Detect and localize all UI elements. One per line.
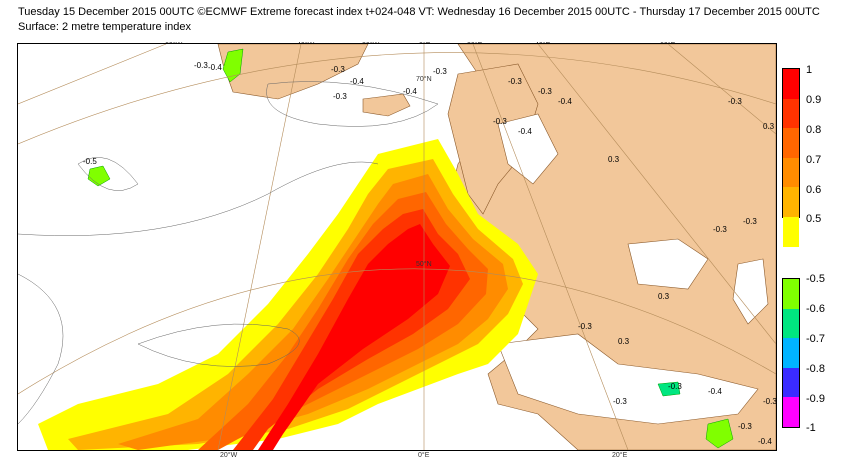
cb-neg-label-1: -1 [806,422,816,434]
cbneg-swatch-0 [783,279,799,309]
contour-label: -0.3 [433,67,447,76]
scandinavia-land [447,63,539,215]
cbpos-swatch-3 [783,157,799,188]
efi-neg-greenland [222,48,244,83]
cb-pos-label-0.6: 0.6 [806,184,822,196]
contour-label: -0.3 [333,92,347,101]
contour-label: -0.3 [713,225,727,234]
contour-label: -0.4 [758,437,772,446]
cb-neg-label-0.8: -0.8 [806,363,825,375]
isolines [18,81,439,425]
lon-label-bottom-20e: 20°E [612,452,628,459]
map-canvas: -0.3 -0.4 -0.3 -0.4 -0.3 -0.5 -0.3 -0.4 -0.3 -0.3… [17,43,777,451]
inner-label-50n: 50°N [416,261,432,268]
cbpos-swatch-1 [783,98,799,129]
cbpos-swatch-2 [783,128,799,158]
title-line-1: Tuesday 15 December 2015 00UTC ©ECMWF Ex… [18,6,820,18]
contour-label: -0.3 [668,382,682,391]
cbneg-swatch-3 [783,367,799,398]
cb-pos-label-0.8: 0.8 [806,124,822,136]
contour-label: -0.3 [538,87,552,96]
contour-label: 0.3 [658,292,670,301]
contour-label: -0.4 [518,127,532,136]
mediterranean-sea [497,333,759,425]
cbneg-swatch-2 [783,338,799,368]
contour-label: -0.3 [738,422,752,431]
contour-label: 0.3 [608,155,620,164]
cbpos-swatch-4 [783,187,799,217]
colorbar-positive [782,68,800,247]
baltic-sea [497,113,559,185]
cbpos-swatch-5 [783,216,799,247]
efi-neg-west [87,165,111,187]
caspian-sea [732,258,769,325]
contour-label: 0.3 [763,122,775,131]
contour-label: -0.5 [83,157,97,166]
cbneg-swatch-1 [783,308,799,339]
cbpos-swatch-0 [783,69,799,99]
contour-label: -0.4 [350,77,364,86]
cb-pos-label-1: 1 [806,64,813,76]
cbneg-swatch-4 [783,397,799,427]
contour-labels: -0.3 -0.4 -0.3-0.4-0.3-0.5-0.3-0.4-0.3-0.3… [83,61,776,446]
colorbar-negative [782,278,800,428]
efi-neg-med [657,381,681,397]
lon-label-bottom-20w: 20°W [220,452,238,459]
contour-label: -0.4 [403,87,417,96]
cb-pos-label-0.5: 0.5 [806,213,822,225]
cb-pos-label-0.9: 0.9 [806,94,822,106]
cb-pos-label-0.7: 0.7 [806,154,822,166]
contour-label: -0.4 [708,387,722,396]
contour-label: -0.3 [743,217,757,226]
efi-neg-east [705,418,734,449]
contour-label: -0.3 [578,322,592,331]
cb-neg-label-0.7: -0.7 [806,333,825,345]
contour-label: -0.3 [493,117,507,126]
inner-label-70n: 70°N [416,76,432,83]
contour-label: 0.3 [618,337,630,346]
cb-neg-label-0.6: -0.6 [806,303,825,315]
cb-neg-label-0.5: -0.5 [806,273,825,285]
contour-label: -0.3 [763,397,776,406]
contour-label: -0.4 [208,63,222,72]
contour-label: -0.3 [728,97,742,106]
lon-label-bottom-0e: 0°E [418,452,430,459]
contour-label: -0.3 [613,397,627,406]
iceland-land [362,93,411,117]
black-sea [627,238,709,290]
cb-neg-label-0.9: -0.9 [806,393,825,405]
graticule [18,44,776,450]
title-line-2: Surface: 2 metre temperature index [18,21,192,33]
map-svg: -0.3 -0.4 -0.3-0.4-0.3-0.5-0.3-0.4-0.3-0.3… [18,44,776,450]
contour-label: -0.3 [331,65,345,74]
efi-1.0-red [258,224,450,450]
contour-label: -0.3 [194,61,208,70]
contour-label: -0.3 [508,77,522,86]
contour-label: -0.4 [558,97,572,106]
